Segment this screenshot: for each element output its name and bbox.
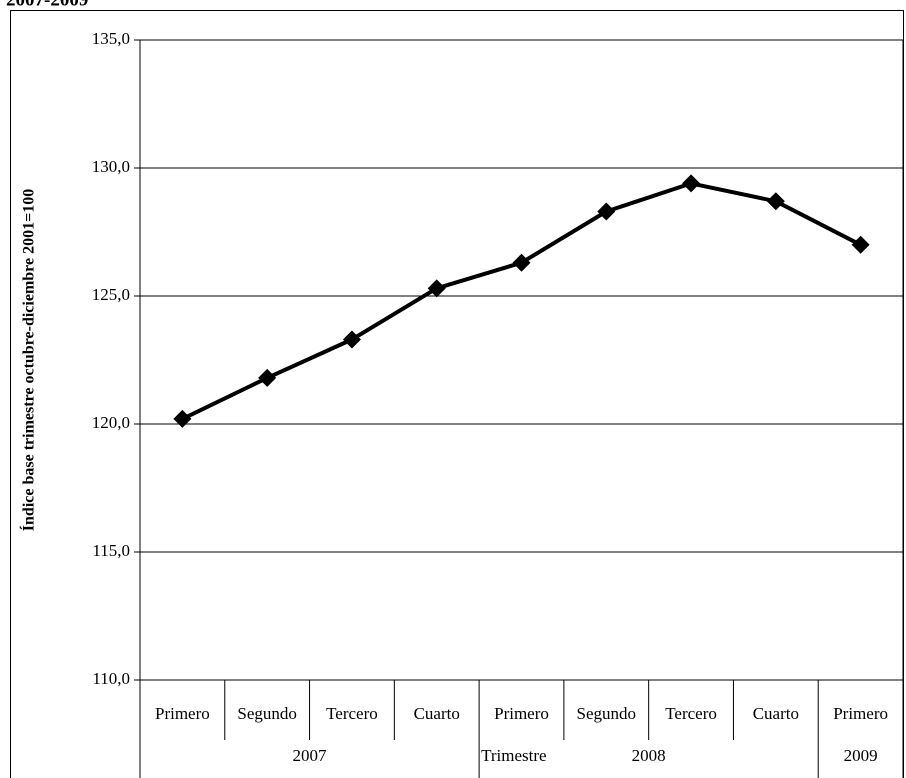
chart-title: 2007-2009 (6, 0, 88, 10)
x-tick-label: Cuarto (753, 704, 799, 723)
x-tick-label: Tercero (665, 704, 717, 723)
marker (173, 409, 192, 428)
group-label: 2009 (844, 746, 878, 765)
marker (258, 368, 277, 387)
group-label: 2008 (632, 746, 666, 765)
marker (512, 253, 531, 272)
marker (851, 235, 870, 254)
y-tick-label: 135,0 (92, 29, 130, 48)
y-tick-label: 120,0 (92, 413, 130, 432)
line (181, 181, 862, 421)
x-tick-label: Tercero (326, 704, 378, 723)
marker (597, 202, 616, 221)
marker (342, 330, 361, 349)
marker (682, 174, 701, 193)
x-axis-label: Trimestre (481, 746, 546, 765)
group-label: 2007 (293, 746, 328, 765)
x-tick-label: Primero (833, 704, 888, 723)
marker (766, 192, 785, 211)
x-tick-label: Primero (155, 704, 210, 723)
marker (427, 279, 446, 298)
y-tick-label: 115,0 (92, 541, 130, 560)
y-tick-label: 130,0 (92, 157, 130, 176)
x-tick-label: Cuarto (414, 704, 460, 723)
x-tick-label: Segundo (577, 704, 637, 723)
y-axis-label: Índice base trimestre octubre-diciembre … (19, 189, 38, 531)
x-tick-label: Primero (494, 704, 549, 723)
y-tick-label: 110,0 (92, 669, 130, 688)
y-tick-label: 125,0 (92, 285, 130, 304)
chart-frame (10, 10, 904, 778)
x-tick-label: Segundo (237, 704, 297, 723)
